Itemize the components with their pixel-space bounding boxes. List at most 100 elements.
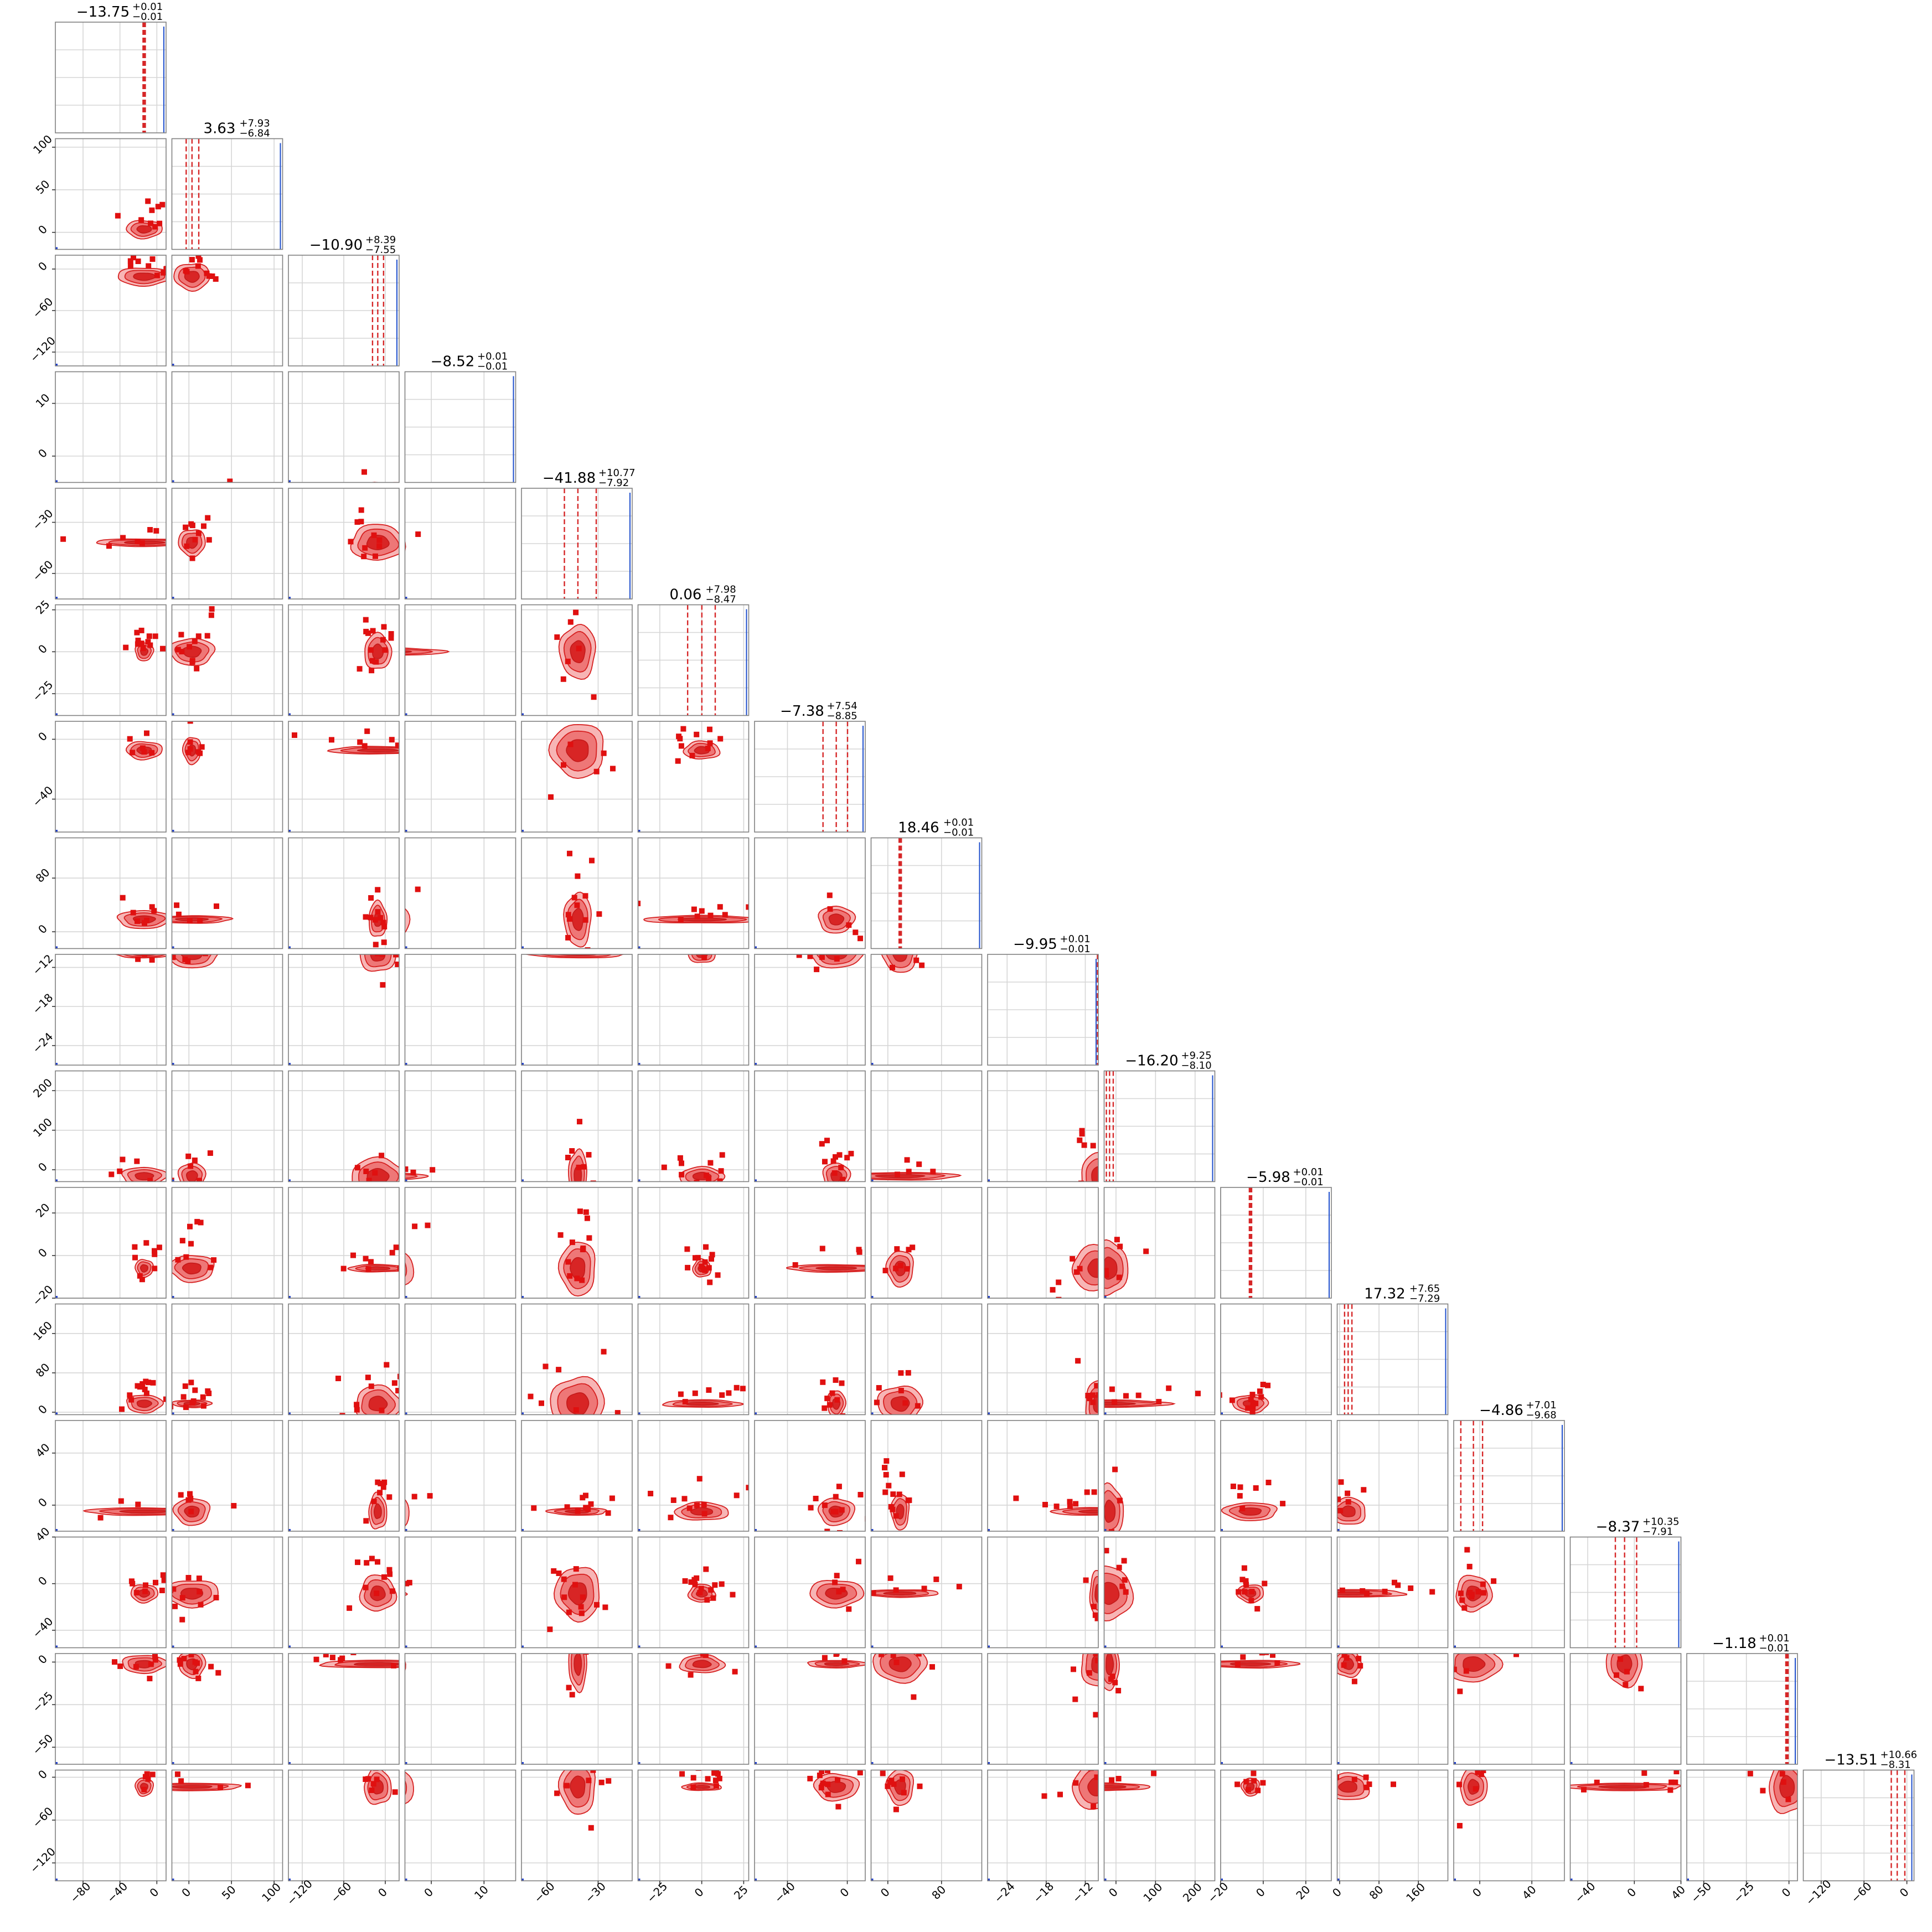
edge-marker xyxy=(288,1063,291,1065)
sample-point xyxy=(379,1153,385,1159)
sample-point xyxy=(376,537,383,543)
panel-6-4 xyxy=(521,721,633,833)
sample-point xyxy=(709,1256,714,1262)
sample-point xyxy=(826,892,833,898)
panel-content xyxy=(1570,1770,1681,1881)
edge-marker xyxy=(988,1529,990,1531)
sample-point xyxy=(185,958,191,964)
sample-point xyxy=(900,1776,905,1782)
edge-marker xyxy=(638,946,640,949)
edge-marker xyxy=(288,1412,291,1415)
sample-point xyxy=(751,905,757,910)
contour-inner xyxy=(570,640,586,664)
param-title-minus-11: −7.29 xyxy=(1409,1293,1440,1305)
sample-point xyxy=(1466,1563,1473,1569)
sample-point xyxy=(161,1577,166,1583)
edge-marker xyxy=(405,1762,407,1764)
sample-point xyxy=(580,1245,586,1251)
sample-point xyxy=(412,1223,418,1230)
contour-inner xyxy=(692,1660,712,1668)
sample-point xyxy=(707,1279,713,1285)
panel-8-4 xyxy=(521,954,633,1066)
sample-point xyxy=(148,220,153,226)
panel-content xyxy=(1454,1654,1519,1764)
sample-point xyxy=(1768,1757,1774,1763)
sample-point xyxy=(135,641,141,647)
edge-marker xyxy=(1221,1878,1223,1881)
panel-frame xyxy=(404,1420,516,1532)
sample-point xyxy=(820,1379,826,1385)
sample-point xyxy=(106,543,112,549)
hist-panel-12-12: −4.86 +7.01−9.68 xyxy=(1453,1399,1565,1532)
panel-14-0: −50−250 xyxy=(30,1652,167,1765)
panel-content xyxy=(871,1157,962,1182)
sample-point xyxy=(415,886,421,892)
sample-point xyxy=(196,1575,202,1582)
sample-point xyxy=(119,1406,125,1412)
sample-point xyxy=(97,1515,104,1521)
panel-13-5 xyxy=(637,1536,750,1649)
sample-point xyxy=(569,1239,575,1246)
contour-inner xyxy=(167,499,215,503)
panel-content xyxy=(142,22,164,133)
sample-point xyxy=(1780,1779,1786,1785)
sample-point xyxy=(149,957,155,963)
x-tick-label: 160 xyxy=(1403,1881,1428,1905)
sample-point xyxy=(1047,1764,1052,1770)
sample-point xyxy=(143,1582,148,1588)
sample-point xyxy=(113,933,119,939)
sample-point xyxy=(854,1648,860,1654)
panel-frame xyxy=(288,1536,400,1649)
sample-point xyxy=(839,1507,845,1513)
x-tick-label: −60 xyxy=(328,1879,354,1905)
sample-point xyxy=(145,639,151,645)
sample-point xyxy=(195,633,202,639)
edge-marker xyxy=(755,1529,757,1531)
sample-point xyxy=(345,941,351,947)
panel-content xyxy=(288,1153,399,1182)
sample-point xyxy=(172,1403,174,1409)
sample-point xyxy=(350,925,356,931)
sample-point xyxy=(139,1277,145,1283)
y-tick-label: 40 xyxy=(33,1525,53,1544)
sample-point xyxy=(681,938,686,944)
sample-point xyxy=(1230,1484,1236,1489)
sample-point xyxy=(585,1506,591,1512)
sample-point xyxy=(415,531,421,537)
sample-point xyxy=(548,794,554,800)
panel-frame xyxy=(1686,1653,1798,1765)
sample-point xyxy=(902,1400,908,1406)
sample-point xyxy=(149,255,156,256)
panel-frame xyxy=(404,721,516,833)
panel-frame xyxy=(1569,1536,1682,1649)
edge-marker xyxy=(405,946,407,949)
panel-content xyxy=(288,1770,398,1881)
sample-point xyxy=(836,1589,842,1595)
sample-point xyxy=(192,1387,198,1393)
sample-point xyxy=(133,1664,139,1670)
sample-point xyxy=(1123,1393,1129,1399)
panel-frame xyxy=(987,954,1099,1066)
sample-point xyxy=(365,1375,371,1381)
panel-14-4 xyxy=(521,1653,633,1765)
panel-content xyxy=(521,724,616,832)
panel-content xyxy=(638,938,716,1065)
sample-point xyxy=(1475,1770,1481,1775)
sample-point xyxy=(152,1248,157,1254)
sample-point xyxy=(225,539,230,545)
panel-7-5 xyxy=(637,837,757,949)
contour-inner xyxy=(185,1170,198,1182)
sample-point xyxy=(357,666,363,672)
sample-point xyxy=(208,1264,214,1270)
edge-marker xyxy=(521,830,524,832)
sample-point xyxy=(147,527,153,533)
sample-point xyxy=(147,1676,153,1682)
sample-point xyxy=(638,901,641,906)
sample-point xyxy=(1097,1473,1103,1479)
sample-point xyxy=(145,198,151,204)
panel-15-8: −24 −18 −12 xyxy=(987,1769,1099,1905)
sample-point xyxy=(187,1223,193,1230)
param-title-minus-1: −6.84 xyxy=(240,128,270,140)
panel-frame xyxy=(754,721,866,833)
